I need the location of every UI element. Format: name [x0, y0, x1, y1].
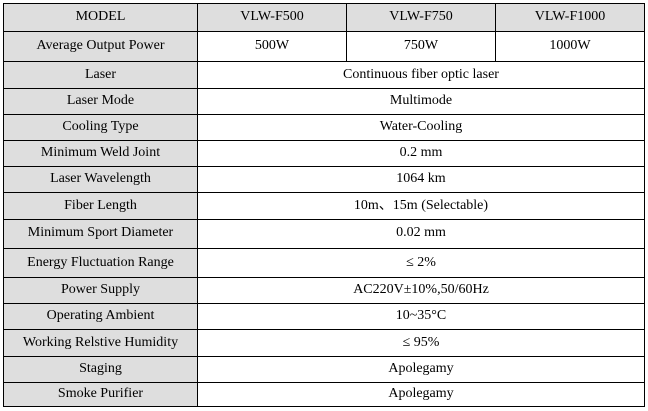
model-name-cell: VLW-F750: [346, 2, 496, 33]
row-value: Multimode: [197, 87, 645, 115]
row-label: Laser Wavelength: [3, 166, 198, 194]
table-row: Staging Apolegamy: [3, 355, 645, 383]
table-row: Laser Wavelength 1064 km: [3, 166, 645, 194]
row-value: 500W: [197, 31, 347, 63]
model-name-cell: VLW-F500: [197, 2, 347, 33]
model-name-cell: VLW-F1000: [495, 2, 645, 33]
table-row: Power Supply AC220V±10%,50/60Hz: [3, 276, 645, 305]
model-header-cell: MODEL: [3, 2, 198, 33]
table-row: Working Relstive Humidity ≤ 95%: [3, 329, 645, 357]
row-value: ≤ 95%: [197, 329, 645, 357]
row-value: 1000W: [495, 31, 645, 63]
table-row: Average Output Power 500W 750W 1000W: [3, 31, 645, 63]
row-label: Average Output Power: [3, 31, 198, 63]
row-label: Energy Fluctuation Range: [3, 247, 198, 278]
table-row: Minimum Weld Joint 0.2 mm: [3, 139, 645, 168]
row-label: Working Relstive Humidity: [3, 329, 198, 357]
table-row: Cooling Type Water-Cooling: [3, 113, 645, 141]
table-row: Laser Mode Multimode: [3, 87, 645, 115]
row-label: Staging: [3, 355, 198, 383]
row-value: AC220V±10%,50/60Hz: [197, 276, 645, 305]
table-row: Fiber Length 10m、15m (Selectable): [3, 192, 645, 220]
row-label: Fiber Length: [3, 192, 198, 220]
table-row: Laser Continuous fiber optic laser: [3, 61, 645, 89]
table-header-row: MODEL VLW-F500 VLW-F750 VLW-F1000: [3, 2, 645, 33]
row-value: 1064 km: [197, 166, 645, 194]
row-value: 10m、15m (Selectable): [197, 192, 645, 220]
table-row: Minimum Sport Diameter 0.02 mm: [3, 218, 645, 249]
row-value: Apolegamy: [197, 381, 645, 408]
table-row: Operating Ambient 10~35°C: [3, 303, 645, 331]
row-value: 750W: [346, 31, 496, 63]
row-value: ≤ 2%: [197, 247, 645, 278]
row-value: 0.02 mm: [197, 218, 645, 249]
row-value: 10~35°C: [197, 303, 645, 331]
row-value: Water-Cooling: [197, 113, 645, 141]
row-label: Laser Mode: [3, 87, 198, 115]
row-label: Minimum Sport Diameter: [3, 218, 198, 249]
row-label: Smoke Purifier: [3, 381, 198, 408]
table-row: Smoke Purifier Apolegamy: [3, 381, 645, 408]
table-row: Energy Fluctuation Range ≤ 2%: [3, 247, 645, 278]
row-value: 0.2 mm: [197, 139, 645, 168]
row-label: Minimum Weld Joint: [3, 139, 198, 168]
row-value: Continuous fiber optic laser: [197, 61, 645, 89]
row-label: Operating Ambient: [3, 303, 198, 331]
row-value: Apolegamy: [197, 355, 645, 383]
row-label: Power Supply: [3, 276, 198, 305]
row-label: Cooling Type: [3, 113, 198, 141]
spec-table: MODEL VLW-F500 VLW-F750 VLW-F1000 Averag…: [3, 2, 645, 408]
row-label: Laser: [3, 61, 198, 89]
